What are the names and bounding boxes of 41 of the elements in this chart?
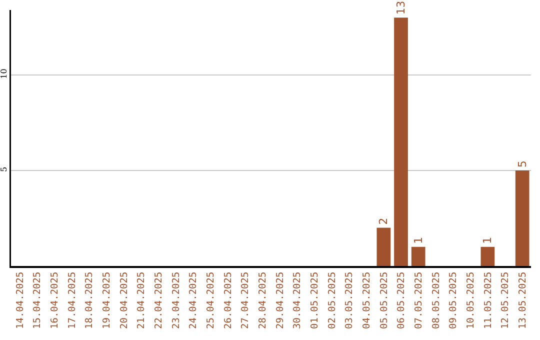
x-tick-label: 25.04.2025 bbox=[205, 272, 216, 330]
bar bbox=[515, 170, 530, 266]
x-tick-label: 15.04.2025 bbox=[32, 272, 44, 330]
x-tick-label: 26.04.2025 bbox=[222, 272, 234, 330]
x-tick-label: 28.04.2025 bbox=[257, 272, 268, 330]
data-label: 13 bbox=[394, 0, 408, 15]
x-tick-label: 01.05.2025 bbox=[309, 272, 320, 330]
x-tick-label: 06.05.2025 bbox=[396, 272, 408, 330]
y-tick-label: 10 bbox=[0, 68, 8, 79]
data-label: 1 bbox=[412, 236, 425, 244]
x-tick-label: 04.05.2025 bbox=[361, 272, 372, 330]
x-tick-label: 21.04.2025 bbox=[136, 272, 148, 330]
x-tick-label: 17.04.2025 bbox=[66, 272, 78, 330]
x-tick-label: 13.05.2025 bbox=[517, 272, 528, 330]
x-tick-label: 16.04.2025 bbox=[49, 272, 60, 330]
x-tick-label: 27.04.2025 bbox=[240, 272, 252, 330]
data-label: 2 bbox=[377, 218, 390, 225]
bar bbox=[480, 246, 495, 266]
data-label: 5 bbox=[516, 160, 529, 168]
x-tick-label: 22.04.2025 bbox=[153, 272, 164, 330]
x-tick-label: 05.05.2025 bbox=[378, 272, 390, 330]
x-tick-label: 09.05.2025 bbox=[448, 272, 460, 330]
x-tick-label: 23.04.2025 bbox=[170, 272, 182, 330]
x-tick-label: 30.04.2025 bbox=[292, 272, 304, 330]
x-tick-label: 11.05.2025 bbox=[482, 272, 494, 330]
x-tick-label: 12.05.2025 bbox=[500, 272, 512, 330]
bar bbox=[376, 228, 391, 266]
x-tick-label: 14.04.2025 bbox=[14, 272, 26, 330]
x-tick-label: 19.04.2025 bbox=[101, 272, 112, 330]
x-tick-label: 18.04.2025 bbox=[84, 272, 96, 330]
x-tick-label: 20.04.2025 bbox=[118, 272, 130, 330]
x-tick-label: 03.05.2025 bbox=[344, 272, 356, 330]
bar bbox=[394, 18, 408, 266]
bar bbox=[411, 246, 426, 266]
x-tick-label: 07.05.2025 bbox=[413, 272, 424, 330]
x-tick-label: 29.04.2025 bbox=[274, 272, 286, 330]
data-label: 1 bbox=[481, 236, 494, 244]
x-tick-label: 10.05.2025 bbox=[465, 272, 476, 330]
x-tick-label: 24.04.2025 bbox=[188, 272, 200, 330]
x-tick-label: 02.05.2025 bbox=[326, 272, 338, 330]
x-tick-label: 08.05.2025 bbox=[430, 272, 442, 330]
